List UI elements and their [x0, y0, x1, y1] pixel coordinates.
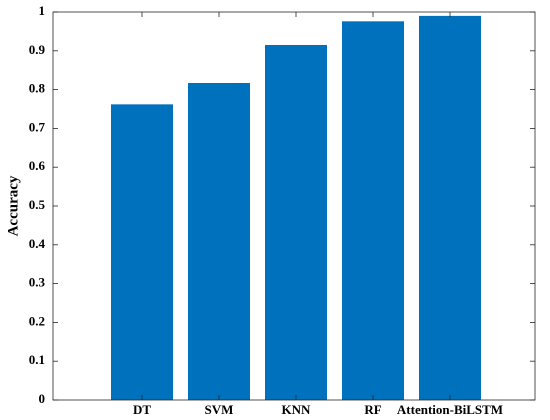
y-tick-label: 0	[39, 391, 46, 406]
y-tick-label: 1	[39, 3, 46, 18]
x-tick-label: Attention-BiLSTM	[397, 402, 503, 417]
x-tick-label: SVM	[205, 402, 234, 417]
y-tick-label: 0.8	[29, 81, 46, 96]
y-tick-label: 0.9	[29, 42, 46, 57]
bar	[419, 15, 481, 400]
x-tick-label: RF	[364, 402, 381, 417]
x-tick-label: KNN	[282, 402, 312, 417]
y-tick-label: 0.6	[29, 158, 46, 173]
y-tick-label: 0.2	[29, 313, 45, 328]
y-tick-label: 0.3	[29, 275, 46, 290]
bar	[265, 44, 327, 400]
y-tick-label: 0.4	[29, 236, 46, 251]
bar	[342, 21, 404, 400]
bar	[188, 83, 250, 400]
y-axis-label: Accuracy	[5, 175, 21, 236]
bar	[111, 104, 173, 401]
y-tick-label: 0.5	[29, 197, 46, 212]
y-tick-label: 0.1	[29, 352, 45, 367]
y-tick-label: 0.7	[29, 119, 46, 134]
plot-frame	[52, 11, 536, 401]
x-tick-label: DT	[133, 402, 151, 417]
